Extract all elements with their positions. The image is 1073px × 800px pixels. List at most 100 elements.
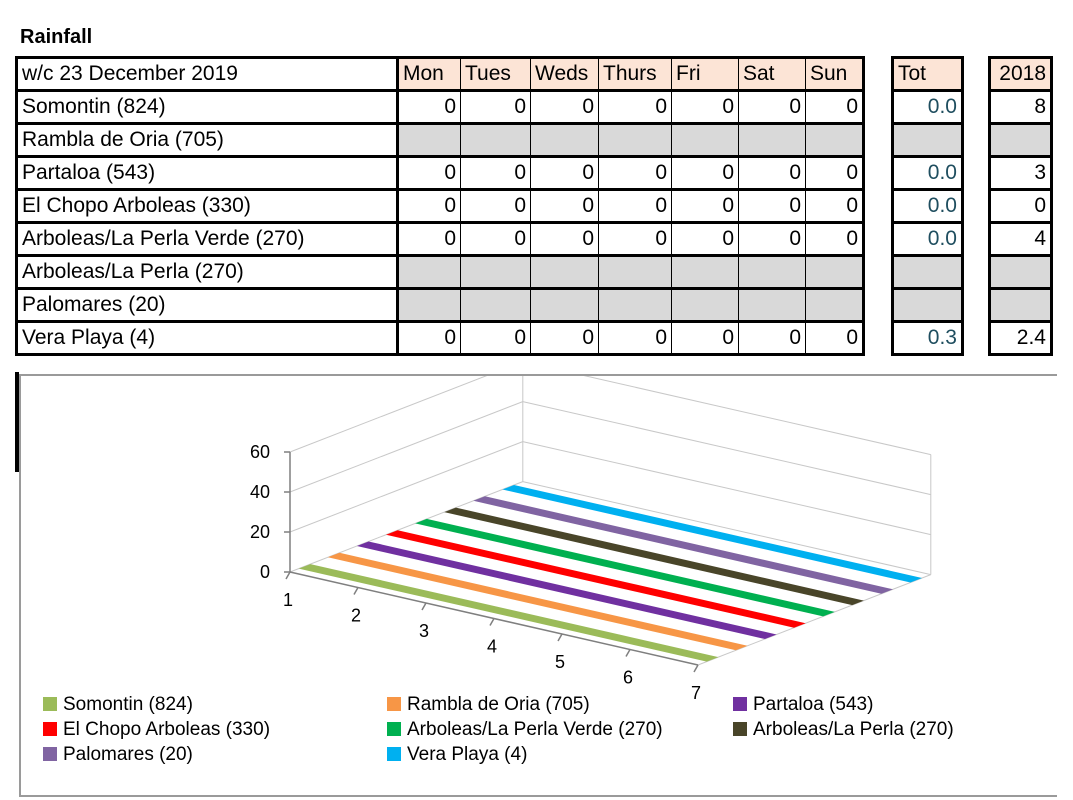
chart-canvas: 0 20 40 60 1 2 3 4 5 6 7 Somontin (824) Rambla de Or… xyxy=(43,376,954,765)
series-band xyxy=(327,552,748,651)
rainfall-cell: 0 xyxy=(805,156,864,191)
table-row: 2.4 xyxy=(989,321,1052,356)
table-row: 3 xyxy=(989,156,1052,191)
rainfall-cell xyxy=(460,255,531,290)
x-tick-label: 6 xyxy=(623,668,633,688)
station-name: Partaloa (543) xyxy=(16,156,399,191)
legend-swatch xyxy=(43,747,57,761)
table-row: 0.0 xyxy=(892,222,963,257)
table-row: 0.0 xyxy=(892,90,963,125)
table-row: 8 xyxy=(989,90,1052,125)
day-header: Mon xyxy=(397,57,461,92)
rainfall-cell xyxy=(397,288,461,323)
total-cell: 0.0 xyxy=(892,156,963,191)
station-name: Arboleas/La Perla Verde (270) xyxy=(16,222,399,257)
rainfall-cell: 0 xyxy=(805,189,864,224)
rainfall-cell: 0 xyxy=(671,156,739,191)
rainfall-cell: 0 xyxy=(671,222,739,257)
rainfall-cell: 0 xyxy=(460,222,531,257)
day-header: Sat xyxy=(738,57,806,92)
table-row xyxy=(892,288,963,323)
legend-label: Arboleas/La Perla (270) xyxy=(753,719,954,740)
back-wall-gridline xyxy=(522,441,931,536)
station-name: Palomares (20) xyxy=(16,288,399,323)
series-band xyxy=(386,530,806,628)
rainfall-cell: 0 xyxy=(671,189,739,224)
rainfall-cell: 0 xyxy=(805,321,864,356)
rainfall-cell xyxy=(530,123,599,158)
series-band xyxy=(444,507,864,606)
rainfall-cell xyxy=(397,255,461,290)
rainfall-cell xyxy=(805,255,864,290)
rainfall-cell: 0 xyxy=(738,156,806,191)
legend-swatch xyxy=(387,722,401,736)
total-header: Tot xyxy=(892,57,963,92)
rainfall-cell: 0 xyxy=(460,156,531,191)
series-band xyxy=(356,541,777,640)
rainfall-cell: 0 xyxy=(598,222,672,257)
table-row: Arboleas/La Perla (270) xyxy=(16,255,864,290)
rainfall-cell: 0 xyxy=(598,156,672,191)
x-tick-label: 4 xyxy=(487,637,497,657)
table-row: 4 xyxy=(989,222,1052,257)
rainfall-cell: 0 xyxy=(738,90,806,125)
x-tick-label: 7 xyxy=(691,683,701,703)
table-border-remnant xyxy=(15,372,19,472)
rainfall-cell: 0 xyxy=(397,156,461,191)
back-wall-gridline xyxy=(583,376,931,456)
legend-label: El Chopo Arboleas (330) xyxy=(63,719,270,740)
rainfall-cell: 0 xyxy=(530,156,599,191)
y-tick-label: 20 xyxy=(250,522,270,542)
legend-label: Arboleas/La Perla Verde (270) xyxy=(407,719,663,740)
x-tick xyxy=(353,587,359,595)
table-row: Somontin (824) 0 0 0 0 0 0 0 xyxy=(16,90,864,125)
legend-swatch xyxy=(733,722,747,736)
x-tick xyxy=(557,633,563,642)
total-cell: 0.0 xyxy=(892,222,963,257)
rainfall-cell: 0 xyxy=(671,321,739,356)
rainfall-cell: 0 xyxy=(530,321,599,356)
day-header: Fri xyxy=(671,57,739,92)
table-row: Palomares (20) xyxy=(16,288,864,323)
day-header: Tues xyxy=(460,57,531,92)
series-band xyxy=(502,484,923,583)
table-row: 0 xyxy=(989,189,1052,224)
total-cell xyxy=(892,255,963,290)
station-name: Vera Playa (4) xyxy=(16,321,399,356)
rainfall-cell xyxy=(738,255,806,290)
station-name: El Chopo Arboleas (330) xyxy=(16,189,399,224)
legend-swatch xyxy=(43,722,57,736)
table-row: 0.0 xyxy=(892,156,963,191)
x-tick xyxy=(625,649,631,657)
day-header: Thurs xyxy=(598,57,672,92)
x-tick-label: 3 xyxy=(419,621,429,641)
rainfall-cell: 0 xyxy=(460,90,531,125)
total-cell: 0.3 xyxy=(892,321,963,356)
side-wall-gridline xyxy=(289,441,523,533)
y-tick-label: 0 xyxy=(260,562,270,582)
back-wall-gridline xyxy=(522,481,931,576)
rainfall-cell xyxy=(397,123,461,158)
legend-swatch xyxy=(387,697,401,711)
rainfall-cell: 0 xyxy=(397,321,461,356)
rainfall-cell: 0 xyxy=(397,189,461,224)
rainfall-cell: 0 xyxy=(738,321,806,356)
year-2018-cell: 8 xyxy=(989,90,1052,125)
rainfall-cell: 0 xyxy=(598,321,672,356)
total-cell: 0.0 xyxy=(892,90,963,125)
rainfall-cell xyxy=(671,288,739,323)
rainfall-cell: 0 xyxy=(671,90,739,125)
side-wall-gridline xyxy=(289,401,523,493)
table-row: 0.0 xyxy=(892,189,963,224)
series-band xyxy=(415,518,835,617)
rainfall-cell: 0 xyxy=(598,189,672,224)
rainfall-cell xyxy=(671,123,739,158)
table-row: Vera Playa (4) 0 0 0 0 0 0 0 xyxy=(16,321,864,356)
rainfall-cell xyxy=(530,255,599,290)
year-2018-cell: 4 xyxy=(989,222,1052,257)
y-tick-label: 60 xyxy=(250,442,270,462)
rainfall-cell xyxy=(460,288,531,323)
legend-label: Rambla de Oria (705) xyxy=(407,694,590,715)
total-table: Tot 0.0 0.0 0.0 0.0 0.3 xyxy=(891,56,964,356)
rainfall-cell: 0 xyxy=(805,222,864,257)
